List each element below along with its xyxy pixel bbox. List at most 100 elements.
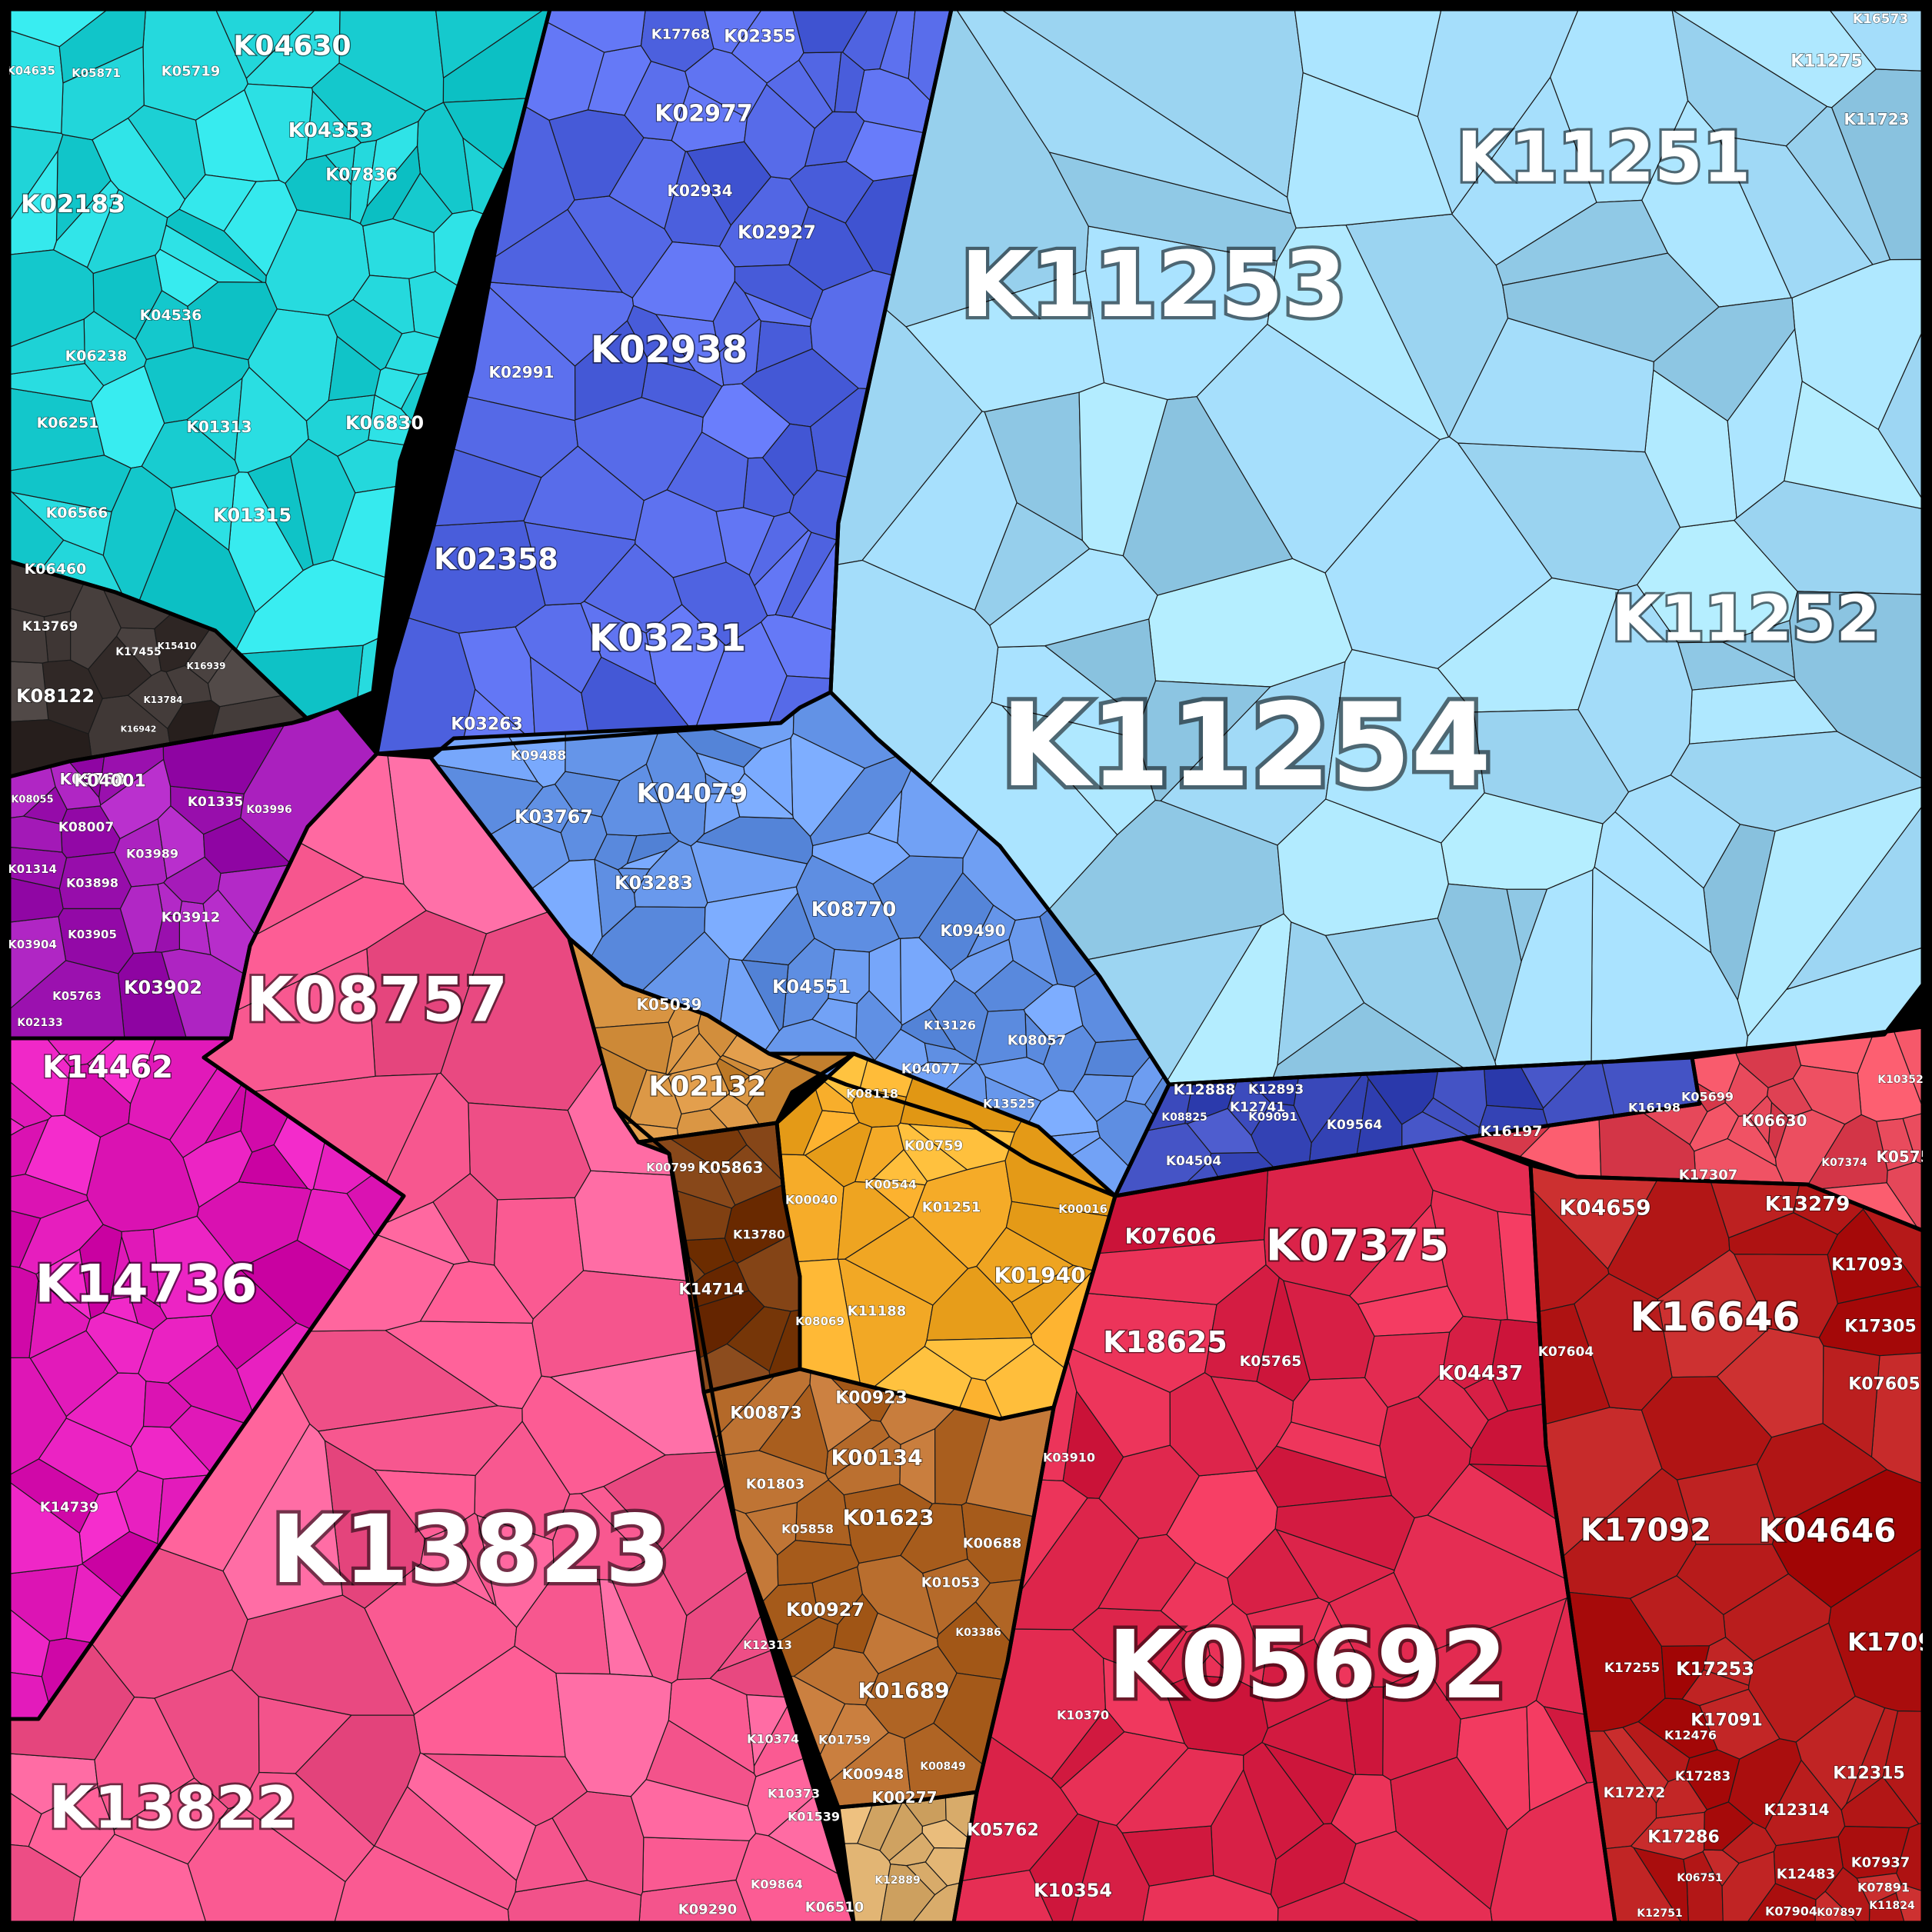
cell-label: K05858: [781, 1522, 834, 1537]
cell-label: K07904: [1765, 1904, 1817, 1919]
treemap-cell: [900, 937, 956, 1026]
treemap-cell: [1204, 1264, 1280, 1382]
cell-label: K01251: [922, 1200, 981, 1216]
treemap-cell: [419, 1261, 534, 1324]
cell-label: K12889: [874, 1874, 921, 1887]
cell-label: K11723: [1844, 110, 1909, 128]
cell-label: K03905: [68, 928, 117, 941]
cell-label: K04079: [637, 778, 748, 809]
treemap-cell: [317, 1405, 523, 1477]
cell-label: K02991: [488, 363, 554, 381]
treemap-cell: [1683, 1850, 1714, 1882]
cell-label: K04551: [772, 976, 851, 998]
cell-label: K01053: [921, 1575, 981, 1591]
cell-label: K04504: [1166, 1154, 1221, 1169]
cell-label: K09490: [940, 921, 1005, 940]
cell-label: K18625: [1103, 1325, 1227, 1359]
cell-label: K07897: [1817, 1907, 1863, 1919]
treemap-cell: [761, 423, 818, 497]
cell-label: K04659: [1559, 1195, 1651, 1221]
treemap-cell: [1328, 1571, 1431, 1687]
treemap-cell: [328, 335, 381, 401]
treemap-cell: [87, 635, 152, 699]
cell-label: K06510: [805, 1900, 864, 1916]
cell-label: K02977: [655, 101, 753, 128]
cell-label: K08122: [16, 685, 95, 707]
treemap-cell: [1001, 705, 1156, 836]
cell-label: K05871: [72, 66, 121, 80]
cell-label: K00948: [842, 1766, 904, 1783]
cell-label: K16573: [1853, 12, 1908, 27]
cell-label: K08055: [11, 794, 53, 806]
treemap-cell: [235, 559, 388, 655]
group-border-tan: [567, 936, 856, 1144]
treemap-labels: K11254 K11253 K11251 K11252 K11275 K11723 K165…: [6, 11, 1932, 1920]
treemap-cell: [716, 1058, 751, 1094]
treemap-cell: [1287, 72, 1453, 229]
treemap-cell: [1379, 1396, 1472, 1519]
cell-label: K02938: [591, 328, 748, 371]
treemap-cell: [712, 280, 761, 354]
treemap-cell: [366, 121, 419, 208]
cell-label: K11824: [1869, 1900, 1915, 1912]
treemap-cell: [743, 737, 794, 817]
cell-label: K07606: [1124, 1224, 1216, 1249]
cell-label: K11188: [848, 1304, 907, 1320]
cell-label: K03902: [124, 977, 202, 998]
cell-label: K07937: [1851, 1855, 1910, 1871]
treemap-cell: [154, 1669, 260, 1810]
treemap-cell: [1102, 1657, 1186, 1744]
treemap-cell: [142, 1381, 192, 1428]
cell-label: K00040: [785, 1193, 838, 1208]
cell-label: K07836: [325, 166, 398, 185]
cell-label: K01314: [8, 862, 57, 876]
cell-label: K12476: [1664, 1728, 1717, 1743]
cell-label: K14714: [678, 1280, 744, 1298]
cell-label: K00799: [646, 1161, 695, 1174]
cell-label: K06251: [37, 415, 99, 431]
treemap-cell: [1261, 1693, 1357, 1776]
treemap-cell: [1603, 1727, 1669, 1804]
treemap-cell: [119, 884, 164, 954]
cell-label: K00927: [786, 1599, 864, 1621]
cell-label: K05039: [636, 995, 701, 1014]
treemap-cell: [774, 531, 838, 618]
cell-label: K12751: [1637, 1907, 1683, 1920]
cell-label: K02183: [21, 189, 125, 218]
treemap-cell: [1227, 1527, 1320, 1615]
treemap-cell: [626, 832, 680, 864]
cell-label: K08757: [246, 964, 508, 1036]
cell-label: K09864: [751, 1877, 803, 1892]
cell-label: K05762: [967, 1821, 1039, 1840]
cell-label: K08069: [795, 1314, 844, 1328]
cell-label: K17768: [651, 27, 711, 43]
treemap-cell: [92, 254, 163, 341]
cell-label: K07604: [1538, 1344, 1594, 1360]
cell-label: K07605: [1848, 1375, 1920, 1394]
treemap-cell: [551, 1790, 645, 1896]
cell-label: K00544: [864, 1178, 917, 1192]
cell-label: K10370: [1057, 1708, 1109, 1723]
cell-label: K17455: [115, 646, 162, 658]
cell-label: K02355: [724, 28, 796, 47]
treemap-cell: [1671, 8, 1828, 147]
cell-label: K09564: [1327, 1118, 1382, 1133]
cell-label: K09091: [1248, 1110, 1297, 1124]
cell-label: K08770: [811, 898, 897, 921]
cell-label: K03386: [955, 1627, 1001, 1639]
treemap-cell: [833, 1593, 878, 1654]
treemap-cell: [868, 788, 903, 844]
treemap-cell: [1270, 1823, 1357, 1909]
cell-label: K16939: [186, 661, 225, 671]
cell-label: K01689: [858, 1678, 949, 1704]
treemap-cell: [1629, 1575, 1727, 1647]
cell-label: K12893: [1248, 1082, 1304, 1098]
cell-label: K13126: [924, 1018, 976, 1033]
cell-label: K10352: [1877, 1074, 1924, 1086]
treemap-cell: [1728, 1212, 1839, 1256]
treemap-cell: [244, 83, 314, 185]
treemap-cell: [373, 1469, 476, 1540]
cell-label: K11252: [1612, 583, 1880, 656]
treemap-cell: [624, 60, 690, 142]
